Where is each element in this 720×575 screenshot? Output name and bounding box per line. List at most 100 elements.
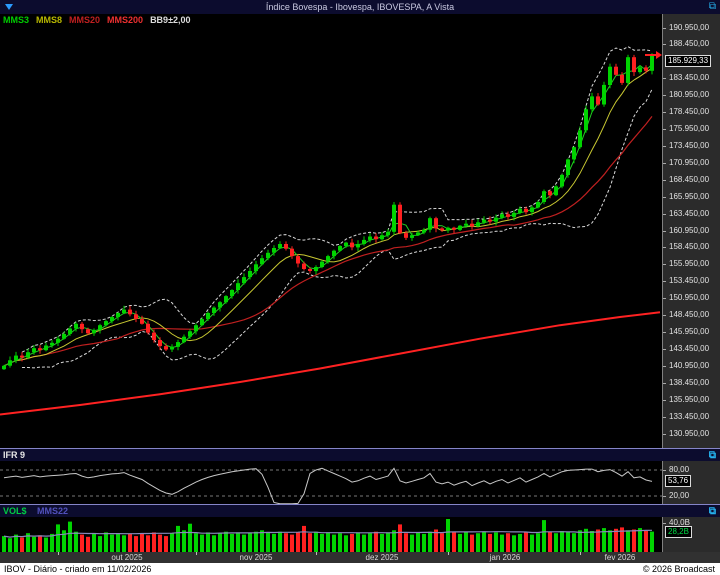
- indicator-legend: MMS3 MMS8 MMS20 MMS200 BB9±2,00: [3, 15, 198, 25]
- price-axis[interactable]: 190.950,00 188.450,00 183.450,00 180.950,00…: [662, 14, 720, 448]
- last-price-box: 185.929,33: [665, 55, 712, 67]
- volume-bar: [242, 534, 246, 552]
- volume-plot[interactable]: [0, 517, 662, 552]
- candle: [488, 219, 492, 222]
- volume-bar: [8, 538, 12, 552]
- volume-bar: [236, 532, 240, 552]
- candle: [98, 325, 102, 330]
- legend-item-mms8[interactable]: MMS8: [36, 15, 63, 25]
- candle: [134, 314, 138, 319]
- volume-bar: [152, 532, 156, 552]
- volume-bar: [86, 536, 90, 552]
- volume-bar: [218, 533, 222, 552]
- volume-popout-icon[interactable]: ⧉: [708, 506, 716, 517]
- volume-bar: [626, 530, 630, 552]
- candle: [218, 302, 222, 308]
- volume-bar: [440, 533, 444, 552]
- ifr-panel: 80,00 20,00 53,76: [0, 461, 720, 504]
- price-tick-label: 145.950,00: [669, 327, 710, 336]
- volume-bar: [140, 533, 144, 552]
- title-bar: Índice Bovespa - Ibovespa, IBOVESPA, A V…: [0, 0, 720, 14]
- legend-item-mms3[interactable]: MMS3: [3, 15, 30, 25]
- candle: [542, 191, 546, 202]
- volume-bar: [68, 521, 72, 552]
- candle: [92, 329, 96, 334]
- ifr-lower-level-label: 20,00: [669, 491, 690, 500]
- volume-bar: [296, 532, 300, 552]
- candle: [428, 218, 432, 230]
- volume-bar: [464, 532, 468, 552]
- candle: [128, 309, 132, 315]
- candle: [476, 222, 480, 227]
- candle: [392, 204, 396, 232]
- volume-bar: [26, 533, 30, 552]
- volume-bar: [50, 533, 54, 552]
- volume-bar: [176, 525, 180, 552]
- candle: [482, 219, 486, 223]
- price-tick-label: 138.450,00: [669, 378, 710, 387]
- legend-item-bb9200[interactable]: BB9±2,00: [150, 15, 191, 25]
- ifr-popout-icon[interactable]: ⧉: [708, 450, 716, 461]
- ifr-plot[interactable]: [0, 461, 662, 504]
- candle: [584, 109, 588, 131]
- volume-bar: [566, 532, 570, 552]
- volume-bar: [374, 531, 378, 552]
- candle: [284, 244, 288, 249]
- candle: [272, 248, 276, 253]
- candle: [638, 67, 642, 73]
- volume-bar: [596, 529, 600, 552]
- candle: [68, 328, 72, 334]
- volume-panel-title: VOL$: [3, 506, 27, 516]
- candle: [494, 217, 498, 222]
- legend-item-mms200[interactable]: MMS200: [107, 15, 144, 25]
- candle: [290, 248, 294, 257]
- volume-bar: [476, 533, 480, 552]
- volume-bar: [278, 531, 282, 552]
- candle: [38, 348, 42, 351]
- month-label: fev 2026: [604, 553, 636, 562]
- volume-bar: [380, 533, 384, 552]
- month-label: out 2025: [111, 553, 143, 562]
- volume-bar: [530, 534, 534, 552]
- candle: [452, 227, 456, 230]
- price-tick-label: 168.450,00: [669, 175, 710, 184]
- candle: [632, 57, 636, 73]
- candle: [278, 244, 282, 249]
- volume-bar: [422, 533, 426, 552]
- volume-bar: [590, 531, 594, 552]
- price-plot[interactable]: [0, 14, 662, 448]
- candle: [56, 338, 60, 343]
- volume-bar: [2, 536, 6, 552]
- ifr-upper-level-label: 80,00: [669, 465, 690, 474]
- candle: [62, 334, 66, 339]
- time-axis[interactable]: out 2025 nov 2025 dez 2025 jan 2026 fev 2026: [0, 552, 720, 563]
- candle: [446, 227, 450, 231]
- volume-bar: [536, 533, 540, 552]
- volume-bar: [482, 531, 486, 552]
- volume-bar: [620, 527, 624, 552]
- price-tick-label: 130.950,00: [669, 429, 710, 438]
- candle: [140, 319, 144, 324]
- candle: [74, 323, 78, 329]
- candle: [416, 232, 420, 236]
- candle: [350, 242, 354, 248]
- month-label: jan 2026: [489, 553, 521, 562]
- candle: [188, 331, 192, 337]
- price-tick-label: 170.950,00: [669, 158, 710, 167]
- candle: [266, 252, 270, 259]
- mms200-line: [0, 311, 661, 416]
- legend-item-mms20[interactable]: MMS20: [69, 15, 101, 25]
- candle: [614, 66, 618, 75]
- volume-bar: [338, 533, 342, 552]
- dropdown-arrow-icon[interactable]: [5, 4, 13, 10]
- popout-window-icon[interactable]: ⧉: [708, 1, 716, 12]
- volume-bar: [38, 535, 42, 552]
- candle: [470, 223, 474, 227]
- volume-bar: [488, 533, 492, 552]
- month-boundary-tick: [580, 552, 581, 555]
- volume-bar: [500, 534, 504, 552]
- volume-bar: [386, 532, 390, 552]
- candle: [422, 229, 426, 233]
- ifr-panel-header: IFR 9 ⧉: [0, 448, 720, 461]
- volume-current-value: 28,2B: [665, 526, 692, 538]
